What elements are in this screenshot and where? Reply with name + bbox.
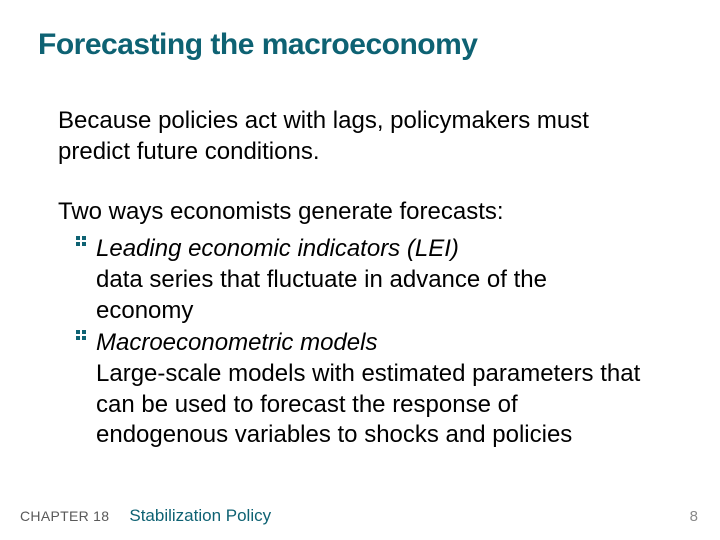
list-item: Macroeconometric models Large-scale mode… (76, 328, 642, 451)
slide-body: Because policies act with lags, policyma… (38, 106, 682, 451)
chapter-title: Stabilization Policy (129, 506, 271, 526)
list-item: Leading economic indicators (LEI) data s… (76, 234, 642, 326)
paragraph-list-intro: Two ways economists generate forecasts: (58, 197, 642, 228)
page-number: 8 (690, 508, 700, 525)
bullet-list: Leading economic indicators (LEI) data s… (58, 234, 642, 451)
bullet-rest: Large-scale models with estimated parame… (96, 360, 640, 448)
bullet-icon (76, 236, 86, 246)
chapter-label: CHAPTER 18 (20, 508, 109, 524)
slide-footer: CHAPTER 18 Stabilization Policy 8 (0, 506, 720, 526)
bullet-icon (76, 330, 86, 340)
bullet-lead: Macroeconometric models (96, 329, 377, 356)
slide: Forecasting the macroeconomy Because pol… (0, 0, 720, 540)
slide-title: Forecasting the macroeconomy (38, 28, 682, 62)
bullet-lead: Leading economic indicators (LEI) (96, 235, 459, 262)
paragraph-intro: Because policies act with lags, policyma… (58, 106, 642, 167)
bullet-rest: data series that fluctuate in advance of… (96, 266, 547, 324)
